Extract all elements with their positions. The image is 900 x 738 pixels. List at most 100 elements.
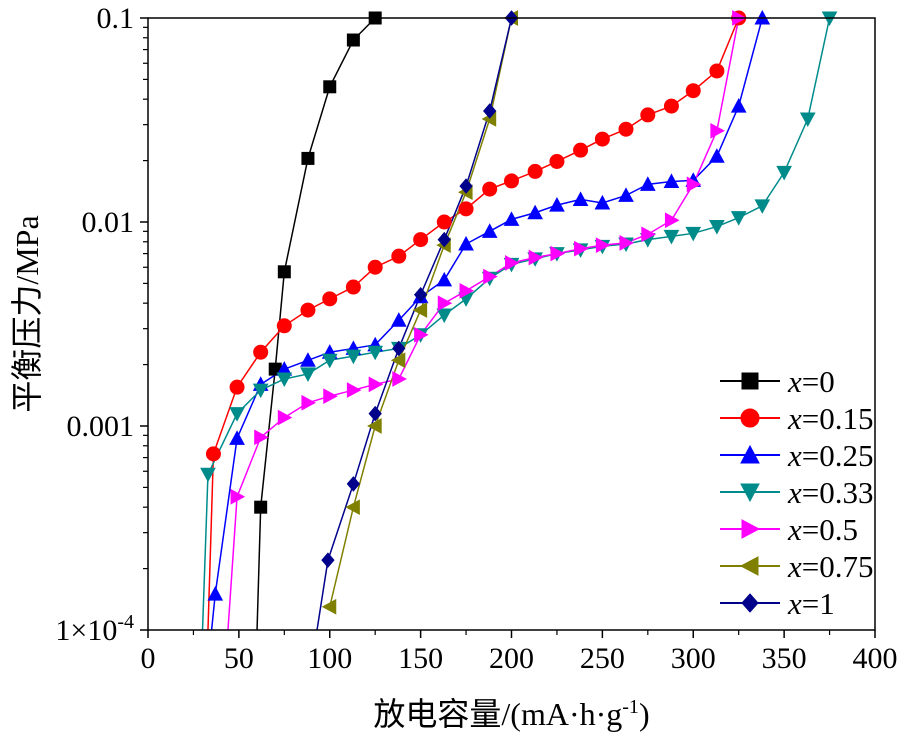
data-point-4-17 — [595, 237, 611, 253]
data-point-3-24 — [730, 211, 747, 226]
legend-marker-5 — [739, 556, 759, 576]
x-tick-label: 400 — [853, 642, 898, 675]
data-point-4-12 — [483, 268, 498, 285]
data-point-1-17 — [573, 142, 589, 158]
data-point-6-7 — [459, 178, 473, 194]
data-point-4-18 — [619, 235, 635, 251]
y-axis-title: 平衡压力/MPa — [9, 215, 45, 412]
data-point-2-13 — [481, 223, 498, 238]
legend-marker-0 — [741, 372, 759, 390]
data-point-1-2 — [229, 379, 245, 395]
data-point-0-5 — [323, 80, 337, 94]
legend-marker-1 — [740, 408, 760, 428]
data-point-4-3 — [277, 409, 293, 426]
data-point-3-21 — [663, 229, 680, 245]
data-point-3-3 — [252, 383, 269, 399]
data-point-1-13 — [482, 181, 498, 197]
data-point-4-2 — [254, 429, 269, 446]
x-tick-label: 300 — [671, 642, 716, 675]
legend-label-3: x=0.33 — [787, 475, 874, 510]
data-point-1-11 — [436, 214, 452, 230]
data-point-1-18 — [594, 131, 610, 147]
data-point-1-5 — [300, 302, 316, 318]
data-point-1-20 — [640, 107, 656, 123]
data-point-4-5 — [323, 388, 338, 405]
data-point-2-9 — [390, 312, 407, 327]
data-point-1-15 — [527, 163, 543, 179]
legend-label-0: x=0 — [787, 364, 835, 399]
data-point-3-11 — [436, 308, 453, 324]
data-point-3-22 — [685, 226, 702, 242]
data-point-4-6 — [346, 382, 362, 398]
x-tick-label: 50 — [224, 642, 254, 675]
data-point-1-9 — [391, 248, 407, 264]
data-point-4-4 — [301, 394, 316, 411]
data-point-3-6 — [321, 353, 338, 369]
y-axis: 0.1 0.01 0.001 1×10-4 — [55, 2, 148, 647]
data-point-4-21 — [686, 176, 702, 193]
data-point-6-1 — [321, 552, 335, 568]
data-point-2-12 — [458, 235, 474, 251]
series-line-0 — [256, 17, 376, 631]
x-axis-title-main: 放电容量/(mA·h·g — [373, 696, 622, 732]
data-point-3-26 — [776, 165, 792, 181]
y-tick-label: 1×10-4 — [55, 611, 134, 647]
plot-frame — [147, 17, 876, 631]
legend: x=0x=0.15x=0.25x=0.33x=0.5x=0.75x=1 — [720, 364, 874, 621]
data-point-1-21 — [663, 98, 679, 114]
data-point-2-2 — [229, 430, 245, 445]
x-axis: 0 50 100 150 200 250 300 350 400 — [141, 630, 898, 675]
data-point-3-7 — [345, 349, 362, 365]
data-point-2-23 — [709, 148, 725, 163]
data-point-1-6 — [322, 291, 338, 307]
legend-marker-6 — [741, 593, 759, 613]
legend-marker-4 — [741, 519, 761, 539]
data-point-0-4 — [301, 151, 315, 165]
data-point-3-5 — [300, 367, 316, 382]
data-point-1-19 — [618, 121, 634, 137]
y-tick-label: 0.001 — [67, 410, 135, 443]
x-tick-label: 250 — [580, 642, 625, 675]
y-tick-label: 0.1 — [97, 2, 135, 35]
data-point-2-19 — [618, 187, 634, 202]
x-axis-title-sup: -1 — [622, 696, 639, 718]
x-axis-title: 放电容量/(mA·h·g-1) — [373, 696, 649, 732]
legend-label-2: x=0.25 — [787, 438, 874, 473]
x-tick-label: 350 — [762, 642, 807, 675]
data-point-6-2 — [346, 476, 361, 492]
data-point-3-27 — [799, 112, 816, 128]
data-point-5-2 — [367, 418, 382, 434]
data-point-2-5 — [300, 352, 316, 367]
plot-markers — [200, 9, 838, 615]
data-point-1-4 — [276, 318, 292, 334]
data-point-2-24 — [730, 98, 747, 113]
data-point-4-7 — [368, 376, 384, 393]
data-point-4-20 — [664, 212, 680, 229]
data-point-3-1 — [200, 467, 216, 483]
data-point-4-1 — [230, 488, 246, 505]
data-point-0-3 — [277, 265, 291, 279]
data-point-4-16 — [574, 240, 589, 257]
x-tick-label: 150 — [398, 642, 443, 675]
data-point-1-22 — [685, 83, 701, 99]
data-point-0-1 — [254, 500, 268, 514]
y-tick-label: 0.01 — [82, 206, 135, 239]
data-point-4-22 — [710, 122, 725, 139]
legend-label-4: x=0.5 — [787, 512, 858, 547]
data-point-2-11 — [436, 271, 453, 287]
legend-label-5: x=0.75 — [787, 549, 874, 584]
data-point-2-18 — [594, 194, 611, 210]
data-point-1-10 — [413, 232, 429, 248]
data-point-6-8 — [483, 103, 497, 119]
data-point-5-3 — [390, 352, 406, 369]
data-point-1-23 — [709, 63, 725, 79]
data-point-1-1 — [205, 446, 221, 462]
legend-label-6: x=1 — [787, 586, 835, 621]
data-point-4-9 — [414, 326, 429, 343]
data-point-3-8 — [367, 345, 384, 361]
data-point-4-15 — [550, 245, 565, 262]
legend-marker-3 — [740, 483, 760, 503]
data-point-1-3 — [253, 344, 269, 360]
data-point-2-20 — [639, 176, 656, 191]
